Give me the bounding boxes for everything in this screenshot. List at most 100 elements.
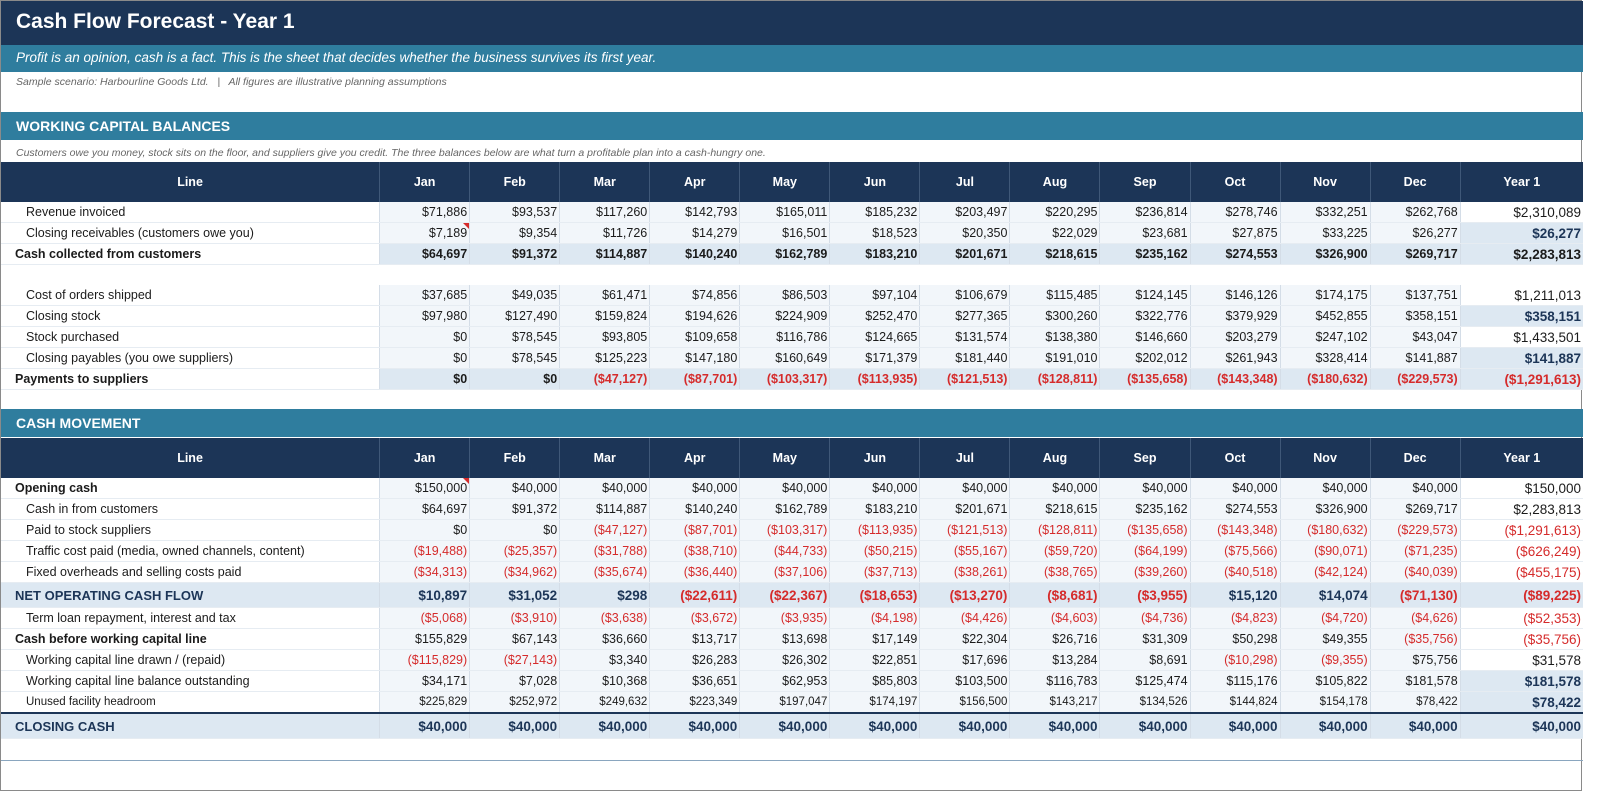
month-value-cell[interactable]: $3,340: [559, 649, 650, 671]
column-header[interactable]: May: [739, 162, 830, 202]
month-value-cell[interactable]: ($39,260): [1099, 561, 1191, 583]
month-value-cell[interactable]: ($4,626): [1369, 607, 1461, 629]
row-label[interactable]: Term loan repayment, interest and tax: [1, 607, 380, 629]
column-header[interactable]: Jun: [829, 162, 920, 202]
month-value-cell[interactable]: $298: [559, 582, 650, 608]
column-header[interactable]: Apr: [649, 162, 740, 202]
row-label[interactable]: Closing stock: [1, 305, 380, 327]
month-value-cell[interactable]: $13,717: [649, 628, 740, 650]
month-value-cell[interactable]: ($4,198): [829, 607, 920, 629]
month-value-cell[interactable]: $40,000: [1009, 712, 1100, 739]
year-total-cell[interactable]: $181,578: [1459, 670, 1583, 692]
month-value-cell[interactable]: ($18,653): [829, 582, 920, 608]
month-value-cell[interactable]: $16,501: [739, 222, 830, 244]
month-value-cell[interactable]: $117,260: [559, 202, 650, 223]
empty-cell[interactable]: [1280, 264, 1371, 285]
row-label[interactable]: Cash collected from customers: [1, 243, 380, 265]
month-value-cell[interactable]: $147,180: [649, 347, 740, 369]
column-header[interactable]: Oct: [1189, 162, 1281, 202]
empty-cell[interactable]: [919, 264, 1010, 285]
month-value-cell[interactable]: $22,304: [919, 628, 1010, 650]
month-value-cell[interactable]: $40,000: [1099, 712, 1191, 739]
month-value-cell[interactable]: $49,355: [1279, 628, 1371, 650]
empty-cell[interactable]: [1, 264, 380, 285]
month-value-cell[interactable]: $235,162: [1099, 498, 1191, 520]
month-value-cell[interactable]: $183,210: [829, 243, 920, 265]
month-value-cell[interactable]: ($180,632): [1279, 368, 1371, 390]
month-value-cell[interactable]: $138,380: [1009, 326, 1100, 348]
month-value-cell[interactable]: ($35,674): [559, 561, 650, 583]
month-value-cell[interactable]: $17,149: [829, 628, 920, 650]
month-value-cell[interactable]: $20,350: [919, 222, 1010, 244]
month-value-cell[interactable]: ($71,235): [1369, 540, 1461, 562]
month-value-cell[interactable]: ($55,167): [919, 540, 1010, 562]
month-value-cell[interactable]: $137,751: [1369, 285, 1461, 306]
month-value-cell[interactable]: $40,000: [829, 478, 920, 499]
month-value-cell[interactable]: ($36,440): [649, 561, 740, 583]
month-value-cell[interactable]: $143,217: [1009, 691, 1100, 714]
column-header[interactable]: Year 1: [1459, 438, 1583, 478]
month-value-cell[interactable]: $131,574: [919, 326, 1010, 348]
month-value-cell[interactable]: $269,717: [1369, 498, 1461, 520]
row-label[interactable]: Cash before working capital line: [1, 628, 380, 650]
empty-cell[interactable]: [1460, 264, 1583, 285]
month-value-cell[interactable]: $144,824: [1189, 691, 1281, 714]
month-value-cell[interactable]: $326,900: [1279, 498, 1371, 520]
month-value-cell[interactable]: $224,909: [739, 305, 830, 327]
month-value-cell[interactable]: $103,500: [919, 670, 1010, 692]
month-value-cell[interactable]: $106,679: [919, 285, 1010, 306]
month-value-cell[interactable]: $40,000: [829, 712, 920, 739]
empty-cell[interactable]: [1099, 264, 1191, 285]
row-label[interactable]: Working capital line balance outstanding: [1, 670, 380, 692]
month-value-cell[interactable]: ($47,127): [559, 519, 650, 541]
month-value-cell[interactable]: $274,553: [1189, 498, 1281, 520]
row-label[interactable]: Cash in from customers: [1, 498, 380, 520]
month-value-cell[interactable]: $252,470: [829, 305, 920, 327]
month-value-cell[interactable]: $23,681: [1099, 222, 1191, 244]
month-value-cell[interactable]: $40,000: [739, 712, 830, 739]
month-value-cell[interactable]: $40,000: [1189, 478, 1281, 499]
month-value-cell[interactable]: $197,047: [739, 691, 830, 714]
month-value-cell[interactable]: $93,805: [559, 326, 650, 348]
month-value-cell[interactable]: $40,000: [469, 712, 560, 739]
month-value-cell[interactable]: $49,035: [469, 285, 560, 306]
month-value-cell[interactable]: $10,897: [379, 582, 470, 608]
month-value-cell[interactable]: $0: [469, 519, 560, 541]
month-value-cell[interactable]: $64,697: [379, 243, 470, 265]
month-value-cell[interactable]: $162,789: [739, 243, 830, 265]
month-value-cell[interactable]: $156,500: [919, 691, 1010, 714]
month-value-cell[interactable]: ($229,573): [1369, 368, 1461, 390]
month-value-cell[interactable]: $109,658: [649, 326, 740, 348]
month-value-cell[interactable]: $97,980: [379, 305, 470, 327]
month-value-cell[interactable]: $326,900: [1279, 243, 1371, 265]
column-header[interactable]: Oct: [1189, 438, 1281, 478]
column-header[interactable]: Line: [1, 438, 380, 478]
month-value-cell[interactable]: ($4,823): [1189, 607, 1281, 629]
month-value-cell[interactable]: $40,000: [559, 478, 650, 499]
month-value-cell[interactable]: ($121,513): [919, 519, 1010, 541]
month-value-cell[interactable]: $14,074: [1279, 582, 1371, 608]
month-value-cell[interactable]: ($87,701): [649, 519, 740, 541]
month-value-cell[interactable]: ($4,720): [1279, 607, 1371, 629]
year-total-cell[interactable]: $31,578: [1459, 649, 1583, 671]
column-header[interactable]: Aug: [1009, 438, 1100, 478]
month-value-cell[interactable]: $91,372: [469, 243, 560, 265]
month-value-cell[interactable]: $201,671: [919, 243, 1010, 265]
month-value-cell[interactable]: ($13,270): [919, 582, 1010, 608]
month-value-cell[interactable]: ($8,681): [1009, 582, 1100, 608]
month-value-cell[interactable]: ($25,357): [469, 540, 560, 562]
empty-cell[interactable]: [649, 264, 740, 285]
month-value-cell[interactable]: $185,232: [829, 202, 920, 223]
month-value-cell[interactable]: ($115,829): [379, 649, 470, 671]
month-value-cell[interactable]: ($3,955): [1099, 582, 1191, 608]
column-header[interactable]: Line: [1, 162, 380, 202]
month-value-cell[interactable]: $36,651: [649, 670, 740, 692]
column-header[interactable]: Nov: [1279, 438, 1371, 478]
month-value-cell[interactable]: ($3,935): [739, 607, 830, 629]
column-header[interactable]: Feb: [469, 438, 560, 478]
month-value-cell[interactable]: $174,175: [1279, 285, 1371, 306]
month-value-cell[interactable]: ($38,261): [919, 561, 1010, 583]
month-value-cell[interactable]: $13,284: [1009, 649, 1100, 671]
month-value-cell[interactable]: ($90,071): [1279, 540, 1371, 562]
month-value-cell[interactable]: ($40,039): [1369, 561, 1461, 583]
